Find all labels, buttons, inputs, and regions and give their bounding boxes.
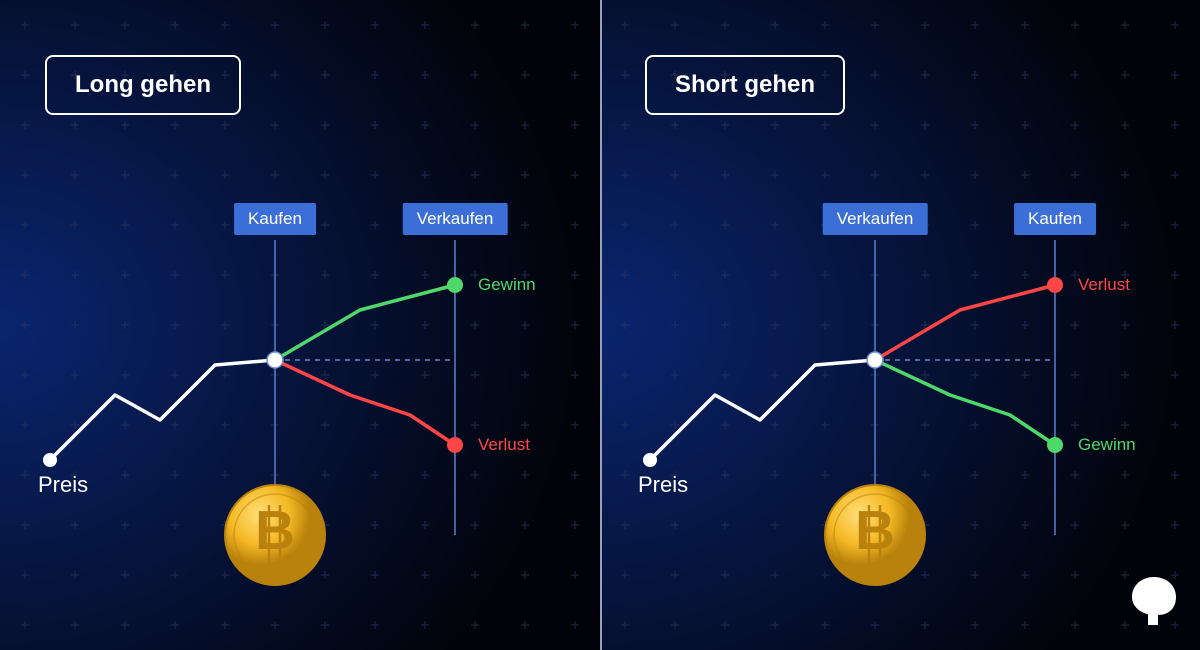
panel-divider [600, 0, 602, 650]
bitcoin-coin-icon: B [225, 485, 325, 585]
diagram-container: B Long gehen Preis Kaufen Verkaufen Gewinn Ve… [0, 0, 1200, 650]
long-panel: B Long gehen Preis Kaufen Verkaufen Gewinn Ve… [0, 0, 600, 650]
action-tag: Kaufen [234, 203, 316, 235]
brand-logo-icon [1128, 575, 1180, 632]
price-label: Preis [638, 472, 688, 498]
action-tag: Kaufen [1014, 203, 1096, 235]
price-label: Preis [38, 472, 88, 498]
outcome-down-label: Verlust [478, 435, 530, 455]
action-tag: Verkaufen [823, 203, 928, 235]
outcome-up-label: Verlust [1078, 275, 1130, 295]
outcome-up-label: Gewinn [478, 275, 536, 295]
panel-title: Short gehen [645, 55, 845, 115]
bitcoin-coin-icon: B [825, 485, 925, 585]
svg-text:B: B [255, 499, 295, 561]
outcome-down-label: Gewinn [1078, 435, 1136, 455]
short-panel: B Short gehen Preis Verkaufen Kaufen Verlust… [600, 0, 1200, 650]
svg-text:B: B [855, 499, 895, 561]
panel-title: Long gehen [45, 55, 241, 115]
action-tag: Verkaufen [403, 203, 508, 235]
